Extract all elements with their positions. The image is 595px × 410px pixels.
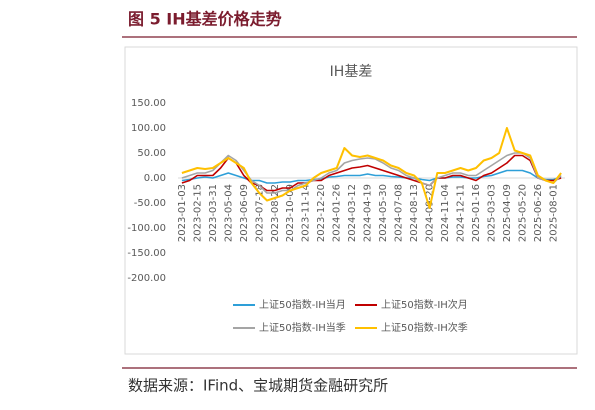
legend-label: 上证50指数-IH次月 (381, 298, 468, 311)
x-tick-label: 2024-01-26 (332, 184, 343, 242)
x-tick-label: 2023-02-15 (192, 184, 203, 242)
plot: -200.00 -150.00 -100.00 -50.00 0.00 50.00 100.… (127, 98, 565, 334)
x-tick-label: 2025-06-26 (533, 184, 544, 242)
legend-label: 上证50指数-IH当季 (259, 321, 346, 334)
x-tick-label: 2024-04-19 (363, 184, 374, 242)
chart-frame (124, 46, 578, 355)
y-tick-label: -200.00 (127, 273, 166, 284)
y-tick-label: 150.00 (131, 98, 166, 109)
x-tick-label: 2025-08-01 (548, 184, 559, 242)
x-tick-label: 2024-11-04 (440, 184, 451, 242)
x-tick-label: 2023-01-03 (177, 184, 188, 242)
y-tick-label: 100.00 (131, 123, 166, 134)
chart-title: IH基差 (330, 63, 373, 80)
x-tick-label: 2024-03-12 (347, 184, 358, 242)
x-tick-label: 2025-05-20 (517, 184, 528, 242)
x-tick-label: 2023-03-31 (208, 184, 219, 242)
x-tick-label: 2023-08-22 (270, 184, 281, 242)
legend-label: 上证50指数-IH次季 (381, 321, 468, 334)
x-tick-label: 2023-11-14 (301, 184, 312, 242)
y-tick-label: 0.00 (144, 173, 166, 184)
x-tick-label: 2023-10-09 (285, 184, 296, 242)
x-tick-label: 2024-09-20 (425, 184, 436, 242)
y-tick-label: 50.00 (137, 148, 166, 159)
source: 数据来源：IFind、宝城期货金融研究所 (128, 377, 388, 395)
series-line (181, 127, 562, 209)
figure-title: 图 5 IH基差价格走势 (128, 10, 282, 29)
x-tick-label: 2024-08-13 (409, 184, 420, 242)
series-line (181, 154, 562, 192)
y-tick-label: -150.00 (127, 248, 166, 259)
x-tick-label: 2024-05-30 (378, 184, 389, 242)
x-tick-label: 2025-04-09 (502, 184, 513, 242)
x-tick-label: 2025-01-16 (471, 184, 482, 242)
series-line (181, 169, 562, 184)
x-tick-label: 2023-07-18 (254, 184, 265, 242)
x-tick-label: 2023-06-09 (239, 184, 250, 242)
x-tick-label: 2023-12-20 (316, 184, 327, 242)
x-tick-label: 2024-07-08 (394, 184, 405, 242)
x-tick-label: 2025-03-03 (486, 184, 497, 242)
legend-label: 上证50指数-IH当月 (259, 298, 346, 311)
y-tick-label: -50.00 (134, 198, 166, 209)
x-tick-label: 2024-12-11 (456, 184, 467, 242)
y-tick-label: -100.00 (127, 223, 166, 234)
x-tick-label: 2023-05-04 (223, 184, 234, 242)
